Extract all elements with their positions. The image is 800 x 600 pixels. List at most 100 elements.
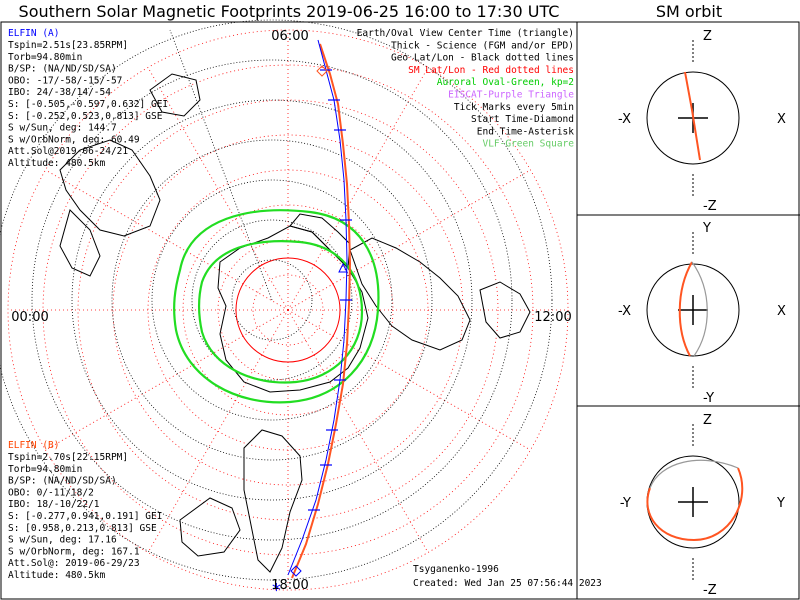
page-title: Southern Solar Magnetic Footprints 2019-… [18,2,560,21]
info-line: S w/OrbNorm, deg: 60.49 [8,134,140,145]
sm-lon-line [287,169,531,311]
axis-label-top: Z [703,29,712,44]
info-line: B/SP: (NA/ND/SD/SA) [8,476,117,487]
sm-lat-circle [217,239,359,381]
axis-label-left: -X [618,112,631,127]
legend-item: Tick Marks every 5min [454,102,574,113]
legend-item: Earth/Oval View Center Time (triangle) [357,28,574,39]
info-line: Tspin=2.70s[22.15RPM] [8,452,128,463]
orbit-panel-1: Z -Z -X X [618,29,786,214]
map-frame [0,21,578,600]
continent-outline [59,139,161,237]
legend: Earth/Oval View Center Time (triangle)Th… [357,28,575,150]
axis-label-top: Y [702,221,711,236]
start-diamond [316,65,328,77]
geo-lat-circle [231,259,313,341]
axis-label-left: -Y [620,496,631,511]
time-label-bottom: 18:00 [271,578,308,593]
sm-lat-circle [112,134,464,486]
elfin-b-title: ELFIN (B) [8,440,59,451]
elfin-b-info: ELFIN (B) Tspin=2.70s[22.15RPM]Torb=94.8… [8,440,162,581]
axis-label-left: -X [618,304,631,319]
sm-lon-line [287,67,429,311]
time-label-left: 00:00 [11,310,48,325]
orbit-track-xz [684,71,701,161]
axis-label-right: X [777,112,786,127]
axis-label-top: Z [703,413,712,428]
auroral-oval-inner [197,240,364,384]
geo-lat-circle [31,59,513,541]
axis-label-bottom: -Y [703,391,714,406]
elfin-a-info: ELFIN (A) Tspin=2.51s[23.85RPM]Torb=94.8… [8,28,168,169]
geo-lat-circle [111,139,433,461]
sm-lon-line [287,309,429,553]
info-line: S w/Sun, deg: 144.7 [8,123,117,134]
orbit-panels: Z -Z -X X Y -Y -X X Z -Z -Y Y [618,29,786,598]
info-line: S: [0.958,0.213,0.813] GSE [8,523,157,534]
continent-outline [243,429,303,573]
geo-lon-line [169,29,273,301]
info-line: Att.Sol@2019-06-24/21 [8,146,128,157]
info-line: Altitude: 480.5km [8,158,106,169]
axis-label-bottom: -Z [703,583,717,598]
created-label: Created: Wed Jan 25 07:56:44 2023 [413,578,602,589]
time-label-top: 06:00 [271,29,308,44]
info-line: B/SP: (NA/ND/SD/SA) [8,64,117,75]
info-line: S w/OrbNorm, deg: 167.1 [8,546,140,557]
continent-outline [179,497,241,557]
info-line: S: [-0.277,0.941,0.191] GEI [8,511,162,522]
sm-lat-circle [7,29,569,591]
info-line: OBO: -17/-58/-15/-57 [8,75,122,86]
geo-lat-circle [151,179,393,421]
legend-item: End Time-Asterisk [477,126,575,137]
info-line: S: [-0.252,0.523,0.813] GSE [8,111,163,122]
axis-label-bottom: -Z [703,199,717,214]
legend-item: Thick - Science (FGM and/or EPD) [391,40,574,51]
sm-lon-line [147,67,289,311]
orbit-track-xy-back [691,261,708,357]
legend-item: EISCAT-Purple Triangle [448,90,574,101]
orbit-panel-2: Y -Y -X X [618,221,786,406]
info-line: IBO: 18/-10/22/1 [8,499,100,510]
orbit-track-yz [646,467,744,542]
sm-lon-line [45,169,289,311]
auroral-oval-outer [173,209,380,404]
continent-outline [349,237,471,351]
info-line: Altitude: 480.5km [8,570,106,581]
orbit-panel-3: Z -Z -Y Y [620,413,785,598]
legend-item: Geo Lat/Lon - Black dotted lines [391,53,574,64]
info-line: Tspin=2.51s[23.85RPM] [8,40,128,51]
sm-lat-circle [252,274,324,346]
orbit-track-xy [678,261,693,357]
info-line: Torb=94.80min [8,464,82,475]
elfin-b-track [291,43,352,579]
polar-map: * [0,19,569,600]
end-diamond [290,565,302,577]
axis-label-right: X [777,304,786,319]
info-line: S w/Sun, deg: 17.16 [8,535,117,546]
sm-lat-circle [77,99,499,521]
info-line: S: [-0.505,-0.597,0.632] GEI [8,99,168,110]
earth-circle [646,71,740,165]
geo-lat-circle [71,99,473,501]
info-line: Att.Sol@: 2019-06-29/23 [8,558,140,569]
continent-outline [479,281,531,339]
model-label: Tsyganenko-1996 [413,564,499,575]
elfin-a-title: ELFIN (A) [8,28,59,39]
orbit-track-yz-back [649,459,739,489]
sm-lon-line [147,309,289,553]
continent-outline [149,73,201,117]
legend-item: Start Time-Diamond [471,114,574,125]
axis-label-right: Y [776,496,785,511]
end-asterisk: * [271,580,282,600]
legend-item: SM Lat/Lon - Red dotted lines [408,65,574,76]
legend-item: Auroral Oval-Green, kp=2 [437,77,574,88]
info-line: IBO: 24/-38/14/-54 [8,87,111,98]
time-label-right: 12:00 [534,310,571,325]
continent-outline [59,209,101,277]
orbit-title: SM orbit [655,2,723,21]
sm-lon-line [287,309,531,451]
center-triangle [338,262,348,273]
geo-lat-circle [0,19,553,581]
